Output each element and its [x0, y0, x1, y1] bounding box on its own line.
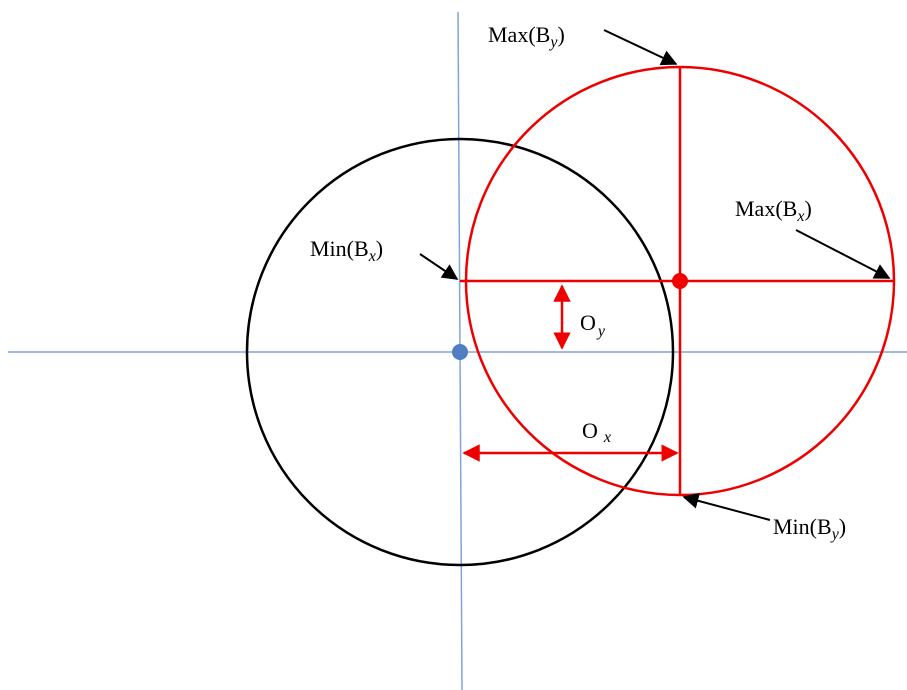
label-text: Max(B: [488, 22, 550, 47]
pointer-arrow: [682, 492, 771, 521]
label-subscript: x: [368, 248, 376, 265]
label-subscript: y: [596, 323, 606, 340]
pointer-arrow: [795, 229, 891, 279]
label-text: Max(B: [735, 196, 797, 221]
label-text: ): [557, 22, 564, 47]
label: Min(By): [773, 514, 846, 543]
label-subscript: x: [796, 208, 804, 225]
label-text: Min(B: [310, 236, 369, 261]
label-subscript: x: [603, 429, 611, 446]
pointer-arrow: [603, 29, 678, 66]
label-text: O: [582, 418, 598, 443]
label: Max(By): [488, 22, 565, 51]
label-text: ): [839, 514, 846, 539]
label: Min(Bx): [310, 236, 383, 265]
label-text: Min(B: [773, 514, 832, 539]
pointer-arrow: [419, 253, 459, 280]
label-subscript: y: [830, 526, 840, 543]
label-text: ): [376, 236, 383, 261]
label-text: O: [580, 310, 596, 335]
origin-center: [452, 344, 468, 360]
label-text: ): [804, 196, 811, 221]
label: Max(Bx): [735, 196, 812, 225]
reference-circle: [245, 137, 675, 567]
offset-center: [672, 273, 688, 289]
label-subscript: y: [548, 34, 558, 51]
